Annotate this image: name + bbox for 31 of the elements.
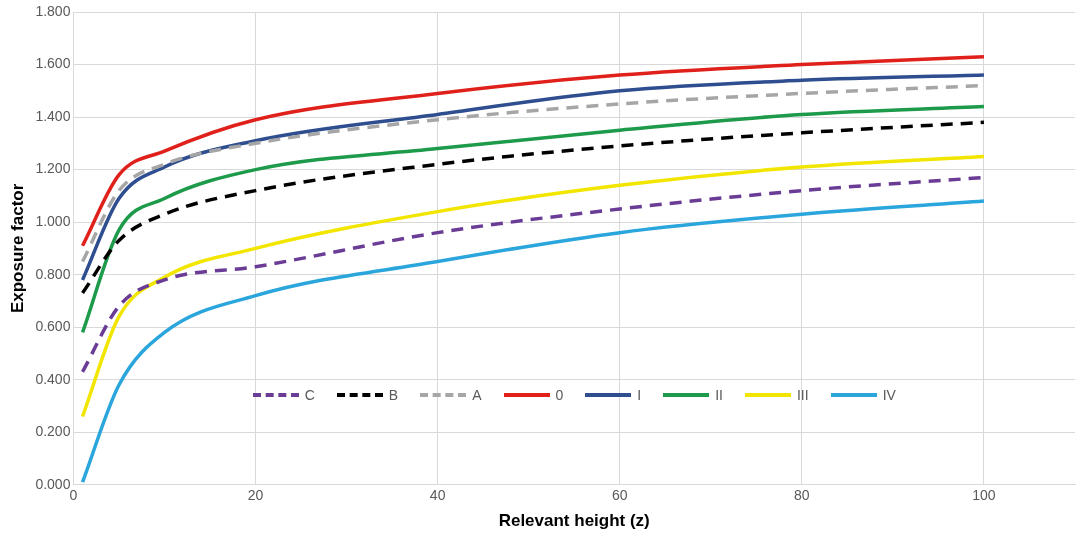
y-tick-label: 0.800 [35, 265, 71, 282]
y-tick-label: 1.400 [35, 107, 71, 124]
x-tick-label: 60 [611, 487, 628, 504]
x-axis-title: Relevant height (z) [498, 511, 650, 531]
legend-label: A [472, 386, 482, 403]
line-series [80, 154, 986, 419]
x-tick-label: 40 [429, 487, 446, 504]
legend-label: 0 [555, 386, 564, 403]
y-tick-label: 1.600 [35, 55, 71, 72]
legend-label: III [796, 386, 809, 403]
legend-label: B [388, 386, 399, 403]
y-axis-title: Exposure factor [7, 183, 27, 314]
line-series [80, 199, 986, 484]
legend-label: C [304, 386, 315, 403]
line-series [80, 54, 986, 248]
y-tick-label: 0.200 [35, 423, 71, 440]
legend-label: IV [882, 386, 896, 403]
y-tick-label: 1.000 [35, 212, 71, 229]
y-tick-label: 0.600 [35, 318, 71, 335]
x-tick-label: 80 [794, 487, 810, 504]
line-series [80, 120, 986, 295]
x-tick-label: 20 [247, 487, 264, 504]
y-tick-label: 1.800 [35, 2, 71, 19]
line-series [80, 104, 986, 335]
y-tick-label: 0.000 [35, 475, 71, 492]
x-tick-label: 100 [972, 487, 996, 504]
y-tick-label: 0.400 [35, 370, 71, 387]
legend-label: II [715, 386, 723, 403]
legend-label: I [637, 386, 642, 403]
y-tick-label: 1.200 [35, 160, 71, 177]
x-tick-label: 0 [69, 487, 78, 504]
